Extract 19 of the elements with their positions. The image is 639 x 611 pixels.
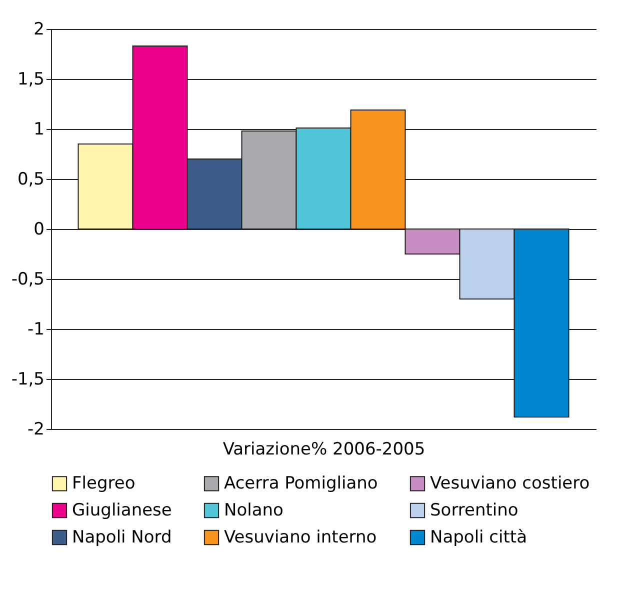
y-tick-label: -1,5 [11,370,44,390]
legend-label: Sorrentino [430,500,518,520]
x-axis-title: Variazione% 2006-2005 [222,440,426,460]
y-tick-label: -0,5 [11,270,44,290]
y-tick-label: 0 [34,220,44,240]
y-tick-label: -2 [28,420,44,440]
legend-label: Acerra Pomigliano [224,474,378,494]
legend-label: Napoli Nord [72,528,172,548]
y-tick-label: -1 [28,320,44,340]
legend-label: Giuglianese [72,500,172,520]
y-tick-label: 1,5 [17,70,44,90]
y-tick-label: 0,5 [17,170,44,190]
legend-label: Vesuviano interno [224,528,377,548]
legend-label: Nolano [224,500,284,520]
legend-label: Flegreo [72,474,136,494]
legend-label: Napoli città [430,528,527,548]
legend-label: Vesuviano costiero [430,474,590,494]
y-tick-label: 1 [34,120,44,140]
y-tick-label: 2 [34,20,44,40]
